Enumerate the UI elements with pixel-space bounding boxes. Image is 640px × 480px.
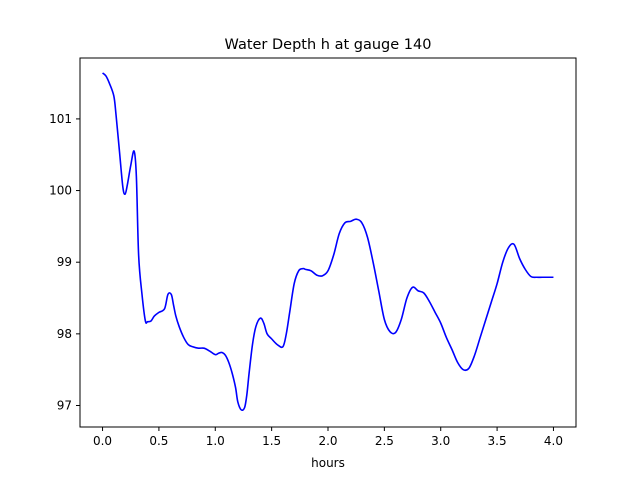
y-tick-label: 101	[49, 112, 72, 126]
series-layer	[102, 72, 554, 412]
y-tick-label: 100	[49, 184, 72, 198]
y-tick-label: 98	[57, 327, 72, 341]
x-tick-label: 3.5	[488, 434, 507, 448]
chart-title: Water Depth h at gauge 140	[225, 37, 432, 53]
x-tick-label: 1.5	[262, 434, 281, 448]
x-tick-label: 0.5	[149, 434, 168, 448]
x-tick-label: 0.0	[93, 434, 112, 448]
x-tick-label: 2.0	[318, 434, 337, 448]
x-tick-label: 4.0	[544, 434, 563, 448]
series-line	[102, 72, 554, 412]
x-tick-label: 3.0	[431, 434, 450, 448]
x-tick-label: 2.5	[375, 434, 394, 448]
x-axis-label: hours	[311, 456, 345, 470]
y-axis: 97 98 99 100 101	[49, 112, 80, 413]
y-tick-label: 99	[57, 255, 72, 269]
x-tick-label: 1.0	[206, 434, 225, 448]
y-tick-label: 97	[57, 399, 72, 413]
x-axis: 0.0 0.5 1.0 1.5 2.0 2.5 3.0 3.5 4.0	[93, 427, 563, 448]
